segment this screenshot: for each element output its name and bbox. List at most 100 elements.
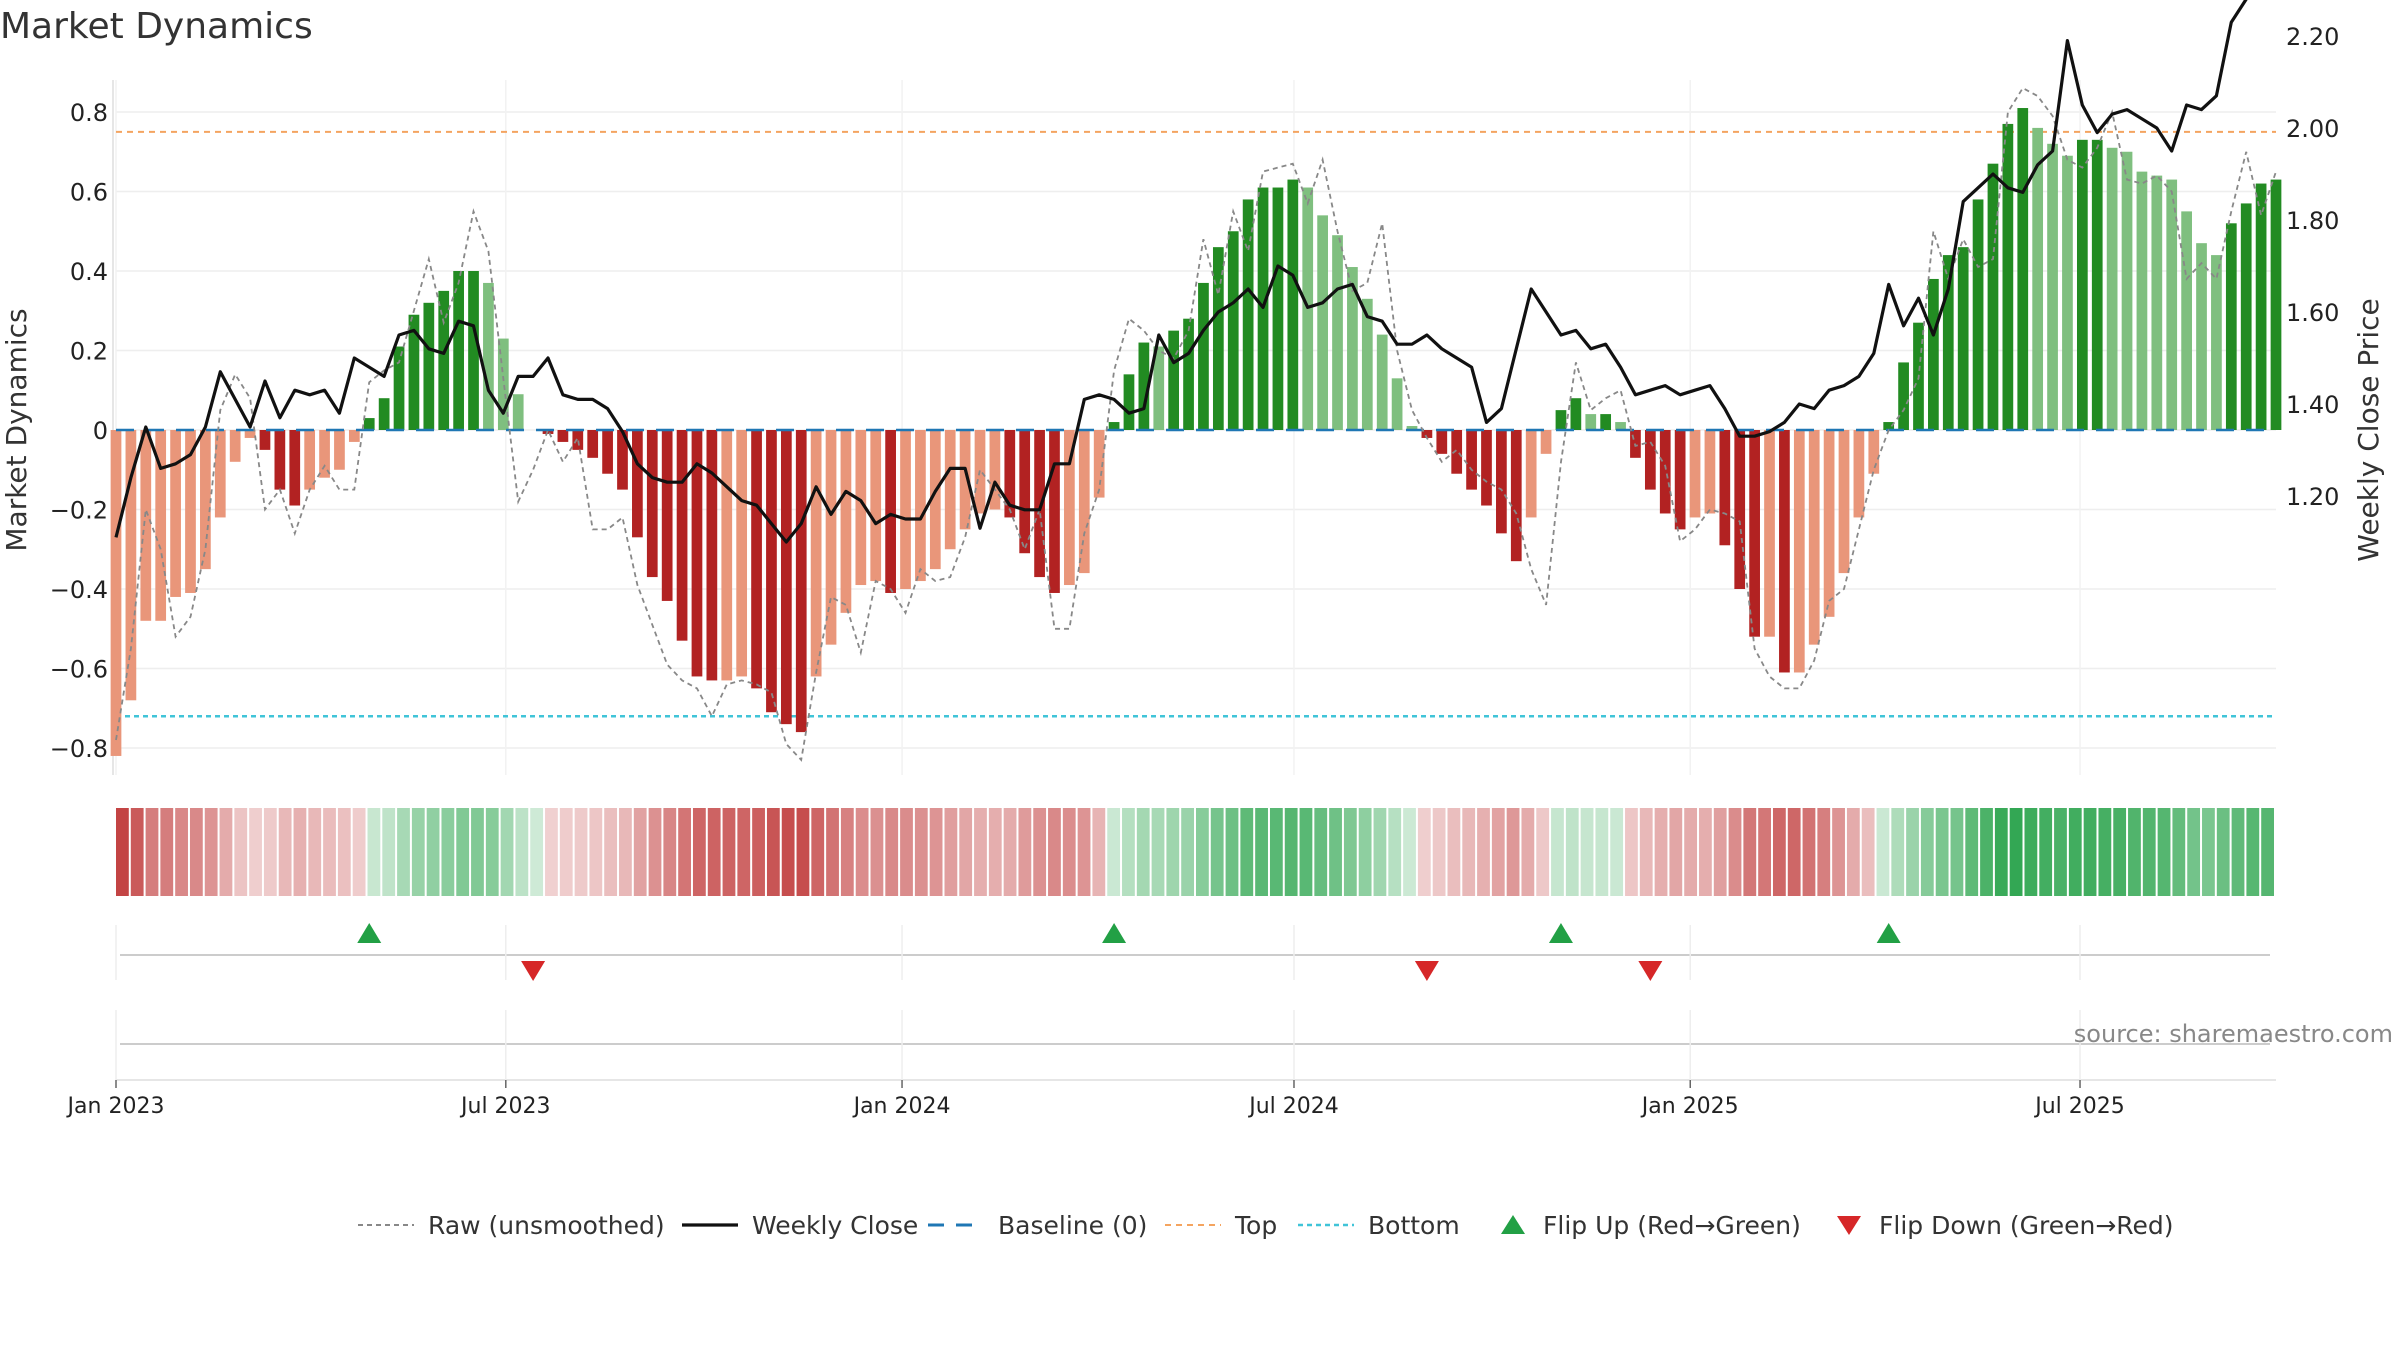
bar xyxy=(736,430,748,677)
bar xyxy=(915,430,926,582)
heat-cell xyxy=(1417,808,1431,896)
market-dynamics-bars xyxy=(110,108,2282,756)
bar xyxy=(1540,430,1552,454)
bar xyxy=(1496,430,1507,534)
flip-panel xyxy=(115,925,2270,980)
bar xyxy=(1153,346,1165,430)
bar xyxy=(1764,430,1775,637)
heat-cell xyxy=(2216,808,2230,896)
bar xyxy=(2047,143,2058,431)
heat-cell xyxy=(278,808,292,896)
bar xyxy=(2240,203,2252,430)
heat-cell xyxy=(1891,808,1905,896)
heat-cell xyxy=(2172,808,2186,896)
heat-cell xyxy=(308,808,322,896)
heat-cell xyxy=(1343,808,1357,896)
heat-cell xyxy=(471,808,484,896)
left-tick-label: 0.2 xyxy=(70,338,108,366)
heat-cell xyxy=(2128,808,2141,896)
bar xyxy=(2211,255,2222,430)
heat-cell xyxy=(1196,808,1209,896)
heat-cell xyxy=(1225,808,1239,896)
chart-title: Market Dynamics xyxy=(0,6,313,47)
heat-cell xyxy=(234,808,248,896)
legend-label: Top xyxy=(1234,1211,1277,1240)
bar xyxy=(2062,155,2073,430)
bar xyxy=(1987,163,1999,431)
heat-cell xyxy=(2039,808,2053,896)
bar xyxy=(1347,267,1358,430)
left-tick-label: −0.8 xyxy=(50,735,108,763)
flip-down-marker xyxy=(521,961,546,981)
x-tick-label: Jan 2024 xyxy=(852,1094,951,1119)
bar xyxy=(721,430,733,681)
heat-cell xyxy=(1122,808,1135,896)
bar xyxy=(1317,215,1328,430)
legend-item: Bottom xyxy=(1298,1211,1460,1240)
bar xyxy=(1942,255,1954,430)
heat-cell xyxy=(752,808,765,896)
legend-label: Baseline (0) xyxy=(998,1211,1147,1240)
right-tick-label: 1.20 xyxy=(2286,483,2339,511)
reference-lines xyxy=(116,130,2276,718)
bar xyxy=(1272,187,1284,430)
bar xyxy=(587,430,599,458)
heat-cell xyxy=(1477,808,1490,896)
heat-cell xyxy=(1861,808,1875,896)
flip-up-marker xyxy=(1102,923,1127,943)
heat-cell xyxy=(2009,808,2023,896)
heat-cell xyxy=(323,808,336,896)
heat-cell xyxy=(1625,808,1638,896)
flip-down-marker xyxy=(1638,961,1663,981)
legend-item: Weekly Close xyxy=(682,1211,918,1240)
legend-item: Raw (unsmoothed) xyxy=(358,1211,665,1240)
bar xyxy=(244,430,256,438)
bar xyxy=(1138,342,1150,430)
x-axis-ticks: Jan 2023 Jul 2023 Jan 2024 Jul 2024 Jan 2025… xyxy=(66,1080,2125,1119)
bar xyxy=(1600,414,1612,430)
heat-cell xyxy=(2246,808,2260,896)
bar xyxy=(1227,231,1239,430)
heat-cell xyxy=(189,808,203,896)
heat-cell xyxy=(456,808,470,896)
heat-cell xyxy=(1506,808,1520,896)
bar xyxy=(1808,430,1820,645)
bar xyxy=(1242,199,1254,430)
x-tick-label: Jan 2025 xyxy=(1640,1094,1739,1119)
heat-cell xyxy=(914,808,928,896)
heat-cell xyxy=(1388,808,1402,896)
heat-cell xyxy=(678,808,691,896)
heat-cell xyxy=(1610,808,1624,896)
bar xyxy=(1704,430,1716,514)
heat-cell xyxy=(1269,808,1283,896)
bar xyxy=(453,271,464,430)
bar xyxy=(363,418,375,430)
left-tick-label: 0.8 xyxy=(70,99,108,127)
bar xyxy=(185,430,196,593)
bar xyxy=(1510,430,1522,562)
heat-cell xyxy=(1699,808,1712,896)
bar xyxy=(393,346,405,430)
heat-cell xyxy=(1003,808,1017,896)
heat-cell xyxy=(1491,808,1505,896)
bar xyxy=(855,430,867,586)
bar xyxy=(646,430,658,578)
heat-cell xyxy=(1521,808,1535,896)
legend-label: Flip Down (Green→Red) xyxy=(1879,1211,2174,1240)
legend-label: Flip Up (Red→Green) xyxy=(1543,1211,1801,1240)
right-tick-label: 2.20 xyxy=(2286,23,2339,51)
heat-cell xyxy=(766,808,780,896)
legend-item: Flip Down (Green→Red) xyxy=(1837,1211,2174,1240)
source-label: source: sharemaestro.com xyxy=(2074,1020,2393,1048)
heat-cell xyxy=(2261,808,2274,896)
bar xyxy=(1451,430,1463,474)
heat-cell xyxy=(382,808,396,896)
bar xyxy=(1332,235,1343,430)
bar xyxy=(2121,151,2133,430)
bar xyxy=(1570,398,1582,430)
bar xyxy=(289,430,301,506)
heat-cell xyxy=(1802,808,1816,896)
bar xyxy=(140,430,152,621)
heat-cell xyxy=(2024,808,2038,896)
bar xyxy=(2106,147,2118,430)
